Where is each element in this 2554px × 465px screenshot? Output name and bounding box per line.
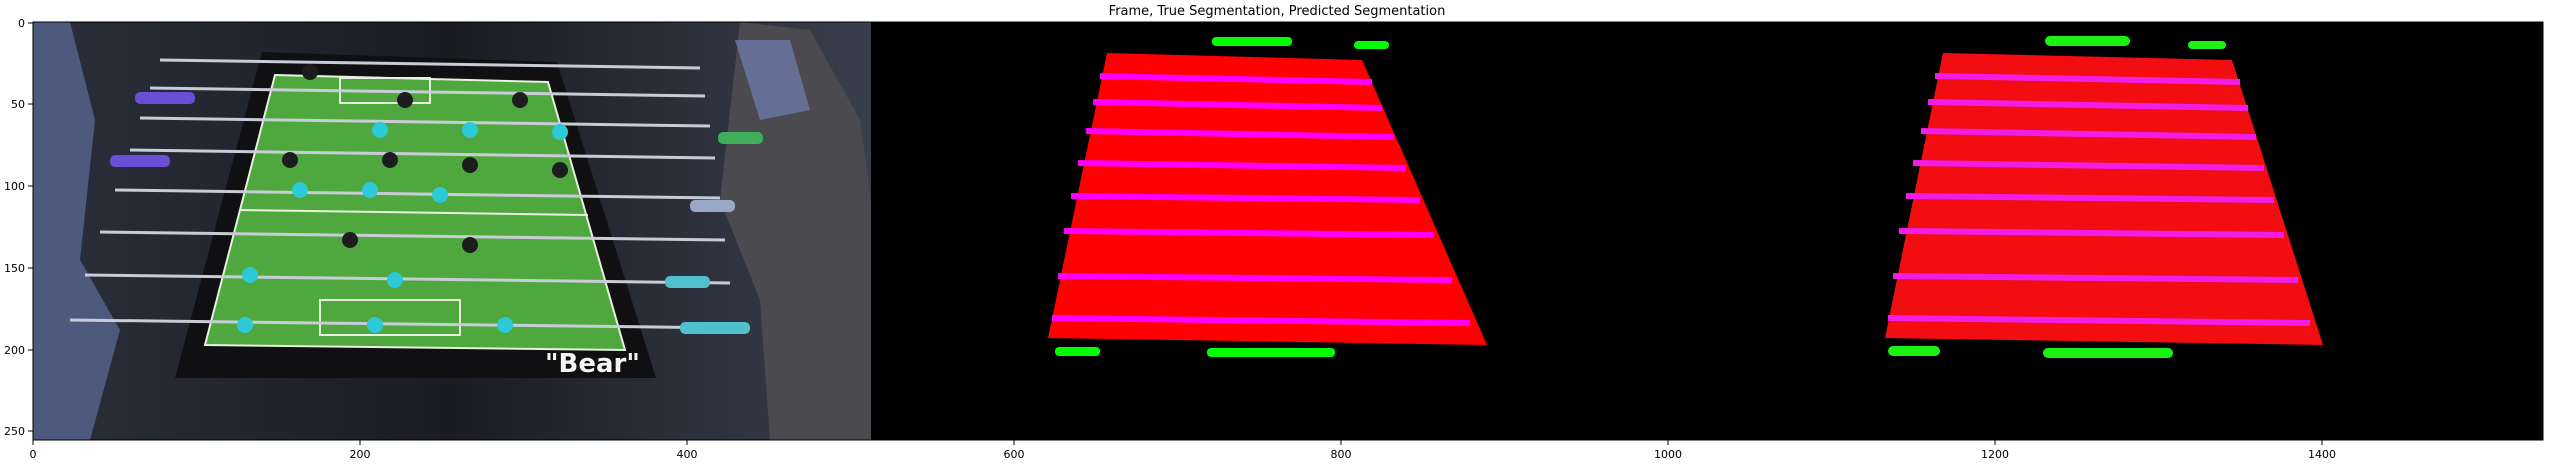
x-tick-label: 200 [350, 448, 371, 461]
y-tick-label: 50 [11, 98, 25, 111]
y-tick-label: 100 [4, 180, 25, 193]
y-tick-label: 0 [18, 17, 25, 30]
axes-frame [32, 21, 2544, 441]
y-tick-label: 250 [4, 425, 25, 438]
left-player-silhouette [33, 22, 120, 440]
figure-title: Frame, True Segmentation, Predicted Segm… [1108, 4, 1446, 19]
x-tick-labels: 0 200 400 600 800 1000 1200 1400 [30, 448, 2337, 461]
y-axis [28, 22, 33, 432]
true-segmentation-panel [871, 22, 1707, 440]
y-tick-labels: 0 50 100 150 200 250 [4, 17, 25, 438]
predicted-segmentation-panel [1707, 22, 2543, 440]
x-tick-label: 600 [1004, 448, 1025, 461]
true-rod-stripes [1051, 73, 1471, 326]
true-goal-regions [1055, 37, 1389, 357]
right-player-silhouette [720, 22, 871, 440]
predicted-goal-regions [1888, 36, 2226, 358]
x-tick-label: 1000 [1654, 448, 1682, 461]
x-tick-label: 800 [1331, 448, 1352, 461]
x-axis [32, 440, 2323, 445]
y-tick-label: 150 [4, 262, 25, 275]
y-tick-label: 200 [4, 344, 25, 357]
x-tick-label: 0 [30, 448, 37, 461]
frame-panel: "Bear" [33, 22, 871, 440]
table-logo-text: "Bear" [545, 349, 640, 379]
x-tick-label: 1200 [1981, 448, 2009, 461]
x-tick-label: 1400 [2308, 448, 2336, 461]
x-tick-label: 400 [677, 448, 698, 461]
predicted-rod-stripes [1887, 73, 2311, 326]
